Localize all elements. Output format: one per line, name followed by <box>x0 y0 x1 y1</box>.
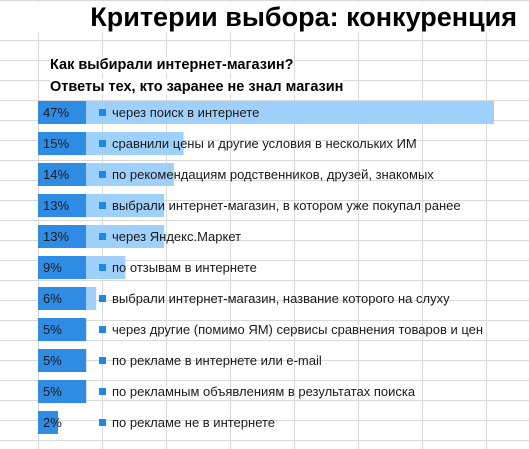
legend-marker-1 <box>99 109 106 116</box>
legend-marker-5 <box>99 233 106 240</box>
bar-5-value-cell <box>38 225 86 248</box>
category-label-4: выбрали интернет-магазин, в котором уже … <box>112 198 461 213</box>
chart-title: Критерии выбора: конкуренция <box>0 2 529 33</box>
legend-marker-6 <box>99 264 106 271</box>
category-label-8: через другие (помимо ЯМ) сервисы сравнен… <box>112 322 483 337</box>
bar-8-value-label: 5% <box>43 322 62 337</box>
chart-subtitle-2: Ответы тех, кто заранее не знал магазин <box>50 79 344 95</box>
chart-subtitle-1: Как выбирали интернет-магазин? <box>50 57 294 73</box>
legend-marker-11 <box>99 419 106 426</box>
bar-1-value-cell <box>38 101 86 124</box>
bar-4-value-cell <box>38 194 86 217</box>
legend-marker-7 <box>99 295 106 302</box>
bar-6-value-cell <box>38 256 86 279</box>
category-label-2: сравнили цены и другие условия в несколь… <box>112 136 417 151</box>
category-label-7: выбрали интернет-магазин, название котор… <box>112 291 450 306</box>
bar-9-value-label: 5% <box>43 353 62 368</box>
bar-3-value-label: 14% <box>43 167 69 182</box>
category-label-11: по рекламе не в интернете <box>112 415 275 430</box>
bar-9-value-cell <box>38 349 86 372</box>
bar-6-value-label: 9% <box>43 260 62 275</box>
bar-10-value-label: 5% <box>43 384 62 399</box>
category-label-6: по отзывам в интернете <box>112 260 257 275</box>
bar-2-value-cell <box>38 132 86 155</box>
bar-10-value-cell <box>38 380 86 403</box>
category-label-1: через поиск в интернете <box>112 105 259 120</box>
bar-5-value-label: 13% <box>43 229 69 244</box>
legend-marker-3 <box>99 171 106 178</box>
legend-marker-8 <box>99 326 106 333</box>
legend-marker-10 <box>99 388 106 395</box>
bar-11-value-label: 2% <box>43 415 62 430</box>
category-label-3: по рекомендациям родственников, друзей, … <box>112 167 434 182</box>
category-label-5: через Яндекс.Маркет <box>112 229 241 244</box>
bar-3-value-cell <box>38 163 86 186</box>
category-label-9: по рекламе в интернете или e-mail <box>112 353 322 368</box>
bar-8-value-cell <box>38 318 86 341</box>
legend-marker-9 <box>99 357 106 364</box>
bar-2-value-label: 15% <box>43 136 69 151</box>
legend-marker-2 <box>99 140 106 147</box>
bar-11-value-cell <box>38 411 58 434</box>
category-label-10: по рекламным объявлениям в результатах п… <box>112 384 416 399</box>
bar-1 <box>38 101 494 124</box>
bar-7-value-label: 6% <box>43 291 62 306</box>
bar-4-value-label: 13% <box>43 198 69 213</box>
bar-7-value-cell <box>38 287 86 310</box>
bar-1-value-label: 47% <box>43 105 69 120</box>
legend-marker-4 <box>99 202 106 209</box>
